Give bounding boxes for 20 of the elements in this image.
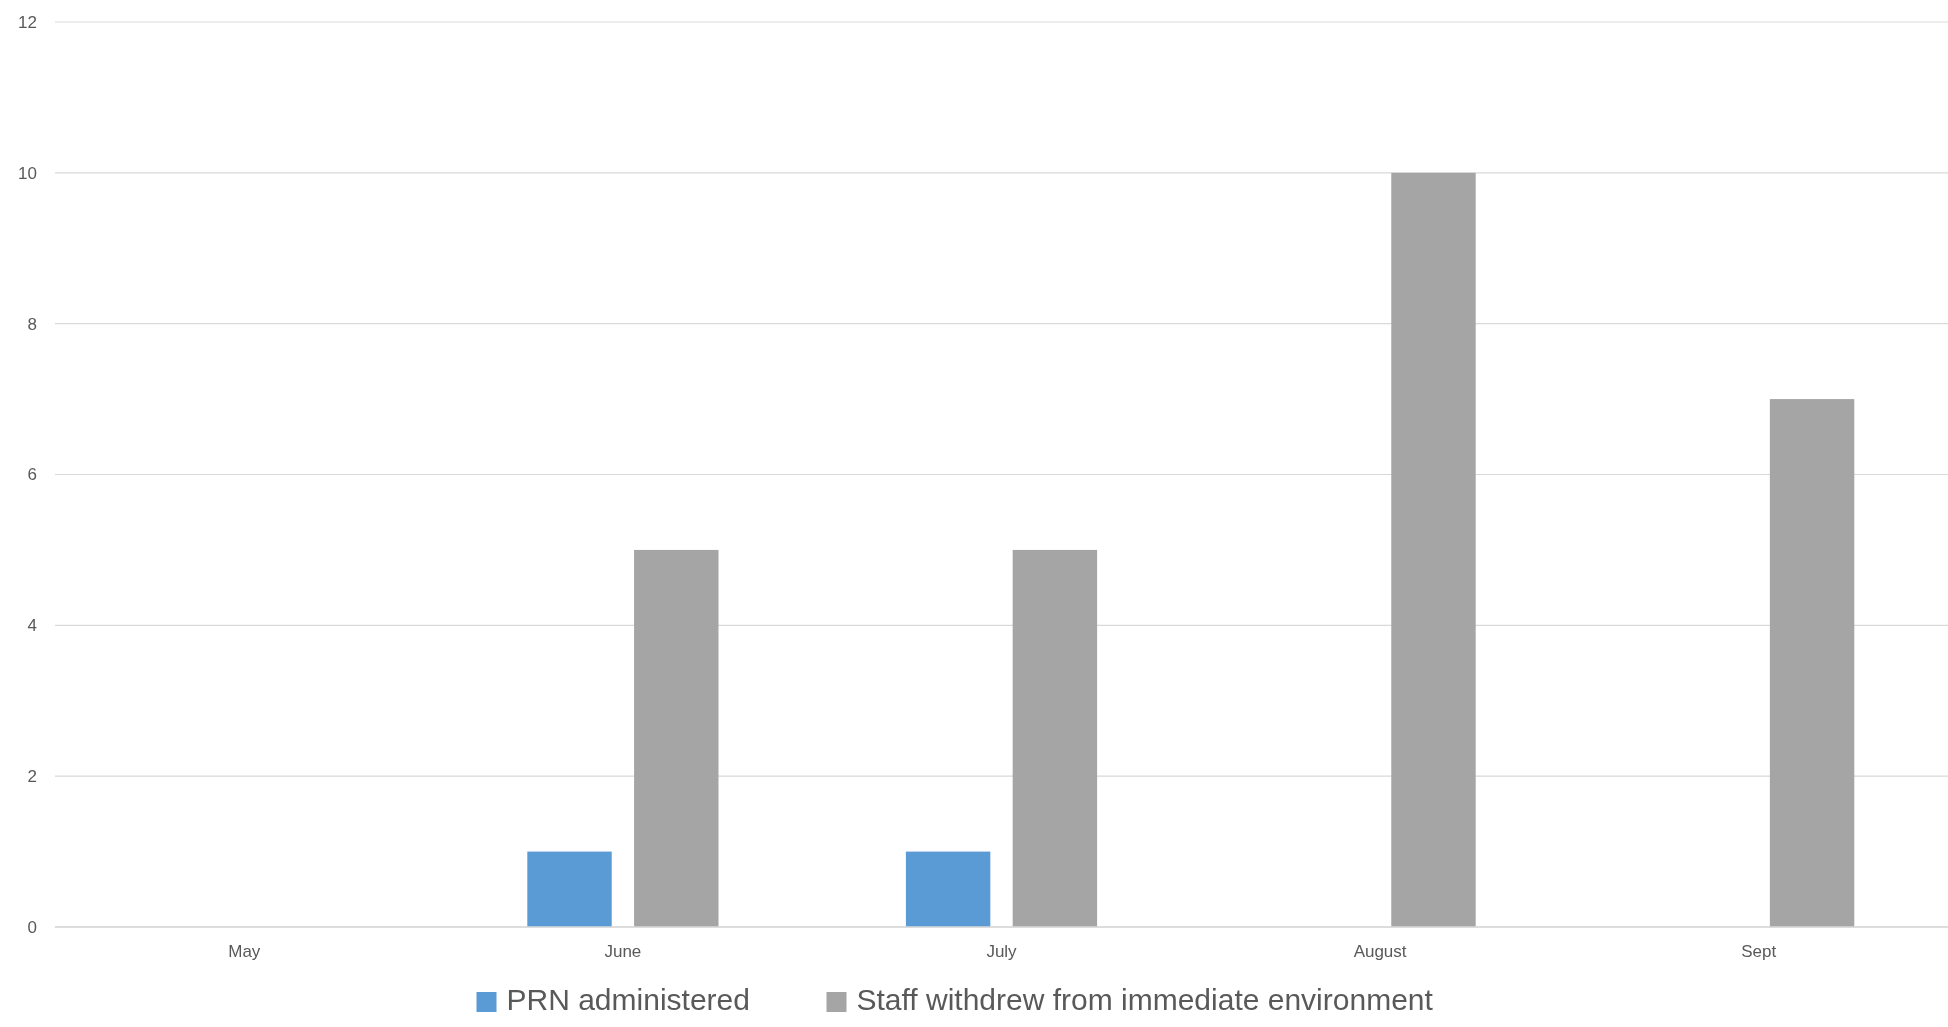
x-tick-label: July — [986, 942, 1018, 961]
legend-label: Staff withdrew from immediate environment — [856, 983, 1434, 1016]
y-tick-label: 4 — [27, 616, 37, 636]
y-tick-label: 10 — [18, 163, 37, 183]
bar — [1012, 549, 1098, 927]
bar — [1769, 399, 1855, 927]
y-tick-label: 6 — [27, 465, 37, 485]
x-tick-label: August — [1353, 942, 1407, 961]
x-tick-label: May — [228, 942, 261, 961]
legend-label: PRN administered — [506, 983, 750, 1016]
bar — [905, 851, 991, 927]
bar — [527, 851, 612, 927]
bar — [1391, 172, 1476, 927]
y-tick-label: 0 — [27, 917, 37, 937]
x-tick-label: June — [604, 942, 642, 961]
y-tick-label: 12 — [18, 12, 37, 32]
y-tick-label: 2 — [27, 767, 37, 787]
y-tick-label: 8 — [27, 314, 37, 334]
bar — [634, 549, 719, 927]
x-tick-label: Sept — [1741, 942, 1777, 961]
